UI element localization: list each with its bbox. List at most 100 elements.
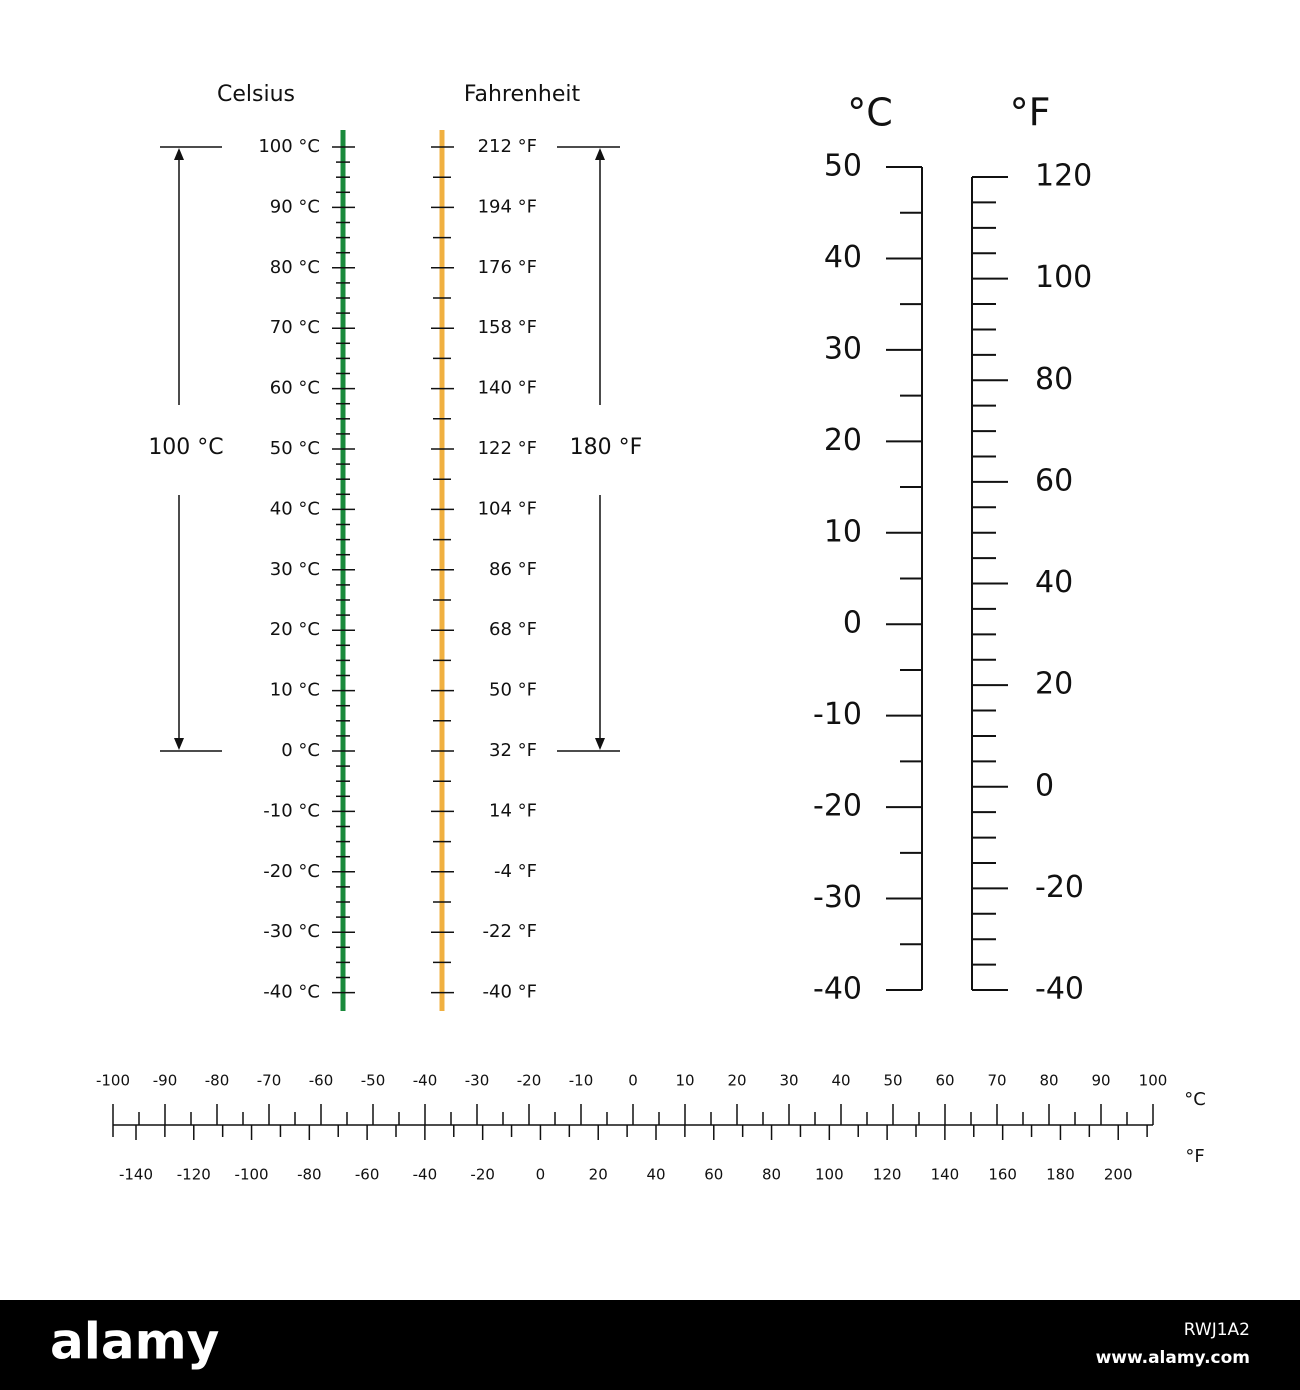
celsius-label: 80 °C [270,257,320,278]
ruler-fahrenheit-label: 80 [762,1166,781,1184]
celsius-label: 100 °C [258,136,320,157]
fahrenheit-label: -22 °F [483,921,537,942]
celsius-title: Celsius [217,82,295,107]
ruler-fahrenheit-label: -100 [235,1166,269,1184]
ruler-fahrenheit-label: 60 [704,1166,723,1184]
celsius-scale-label: 50 [824,149,862,184]
ruler-celsius-label: 90 [1091,1072,1110,1090]
ruler-fahrenheit-label: -40 [413,1166,438,1184]
celsius-span-label: 100 °C [148,435,223,460]
ruler-celsius-unit: °C [1184,1089,1206,1110]
ruler-fahrenheit-label: 40 [646,1166,665,1184]
fahrenheit-scale-label: 80 [1035,362,1073,397]
fahrenheit-label: 140 °F [478,378,537,399]
ruler-fahrenheit-label: -140 [119,1166,153,1184]
fahrenheit-label: -40 °F [483,982,537,1003]
ruler-celsius-label: 30 [779,1072,798,1090]
ruler-fahrenheit-label: -80 [297,1166,322,1184]
celsius-label: -10 °C [263,800,320,821]
ruler-fahrenheit-label: 180 [1046,1166,1075,1184]
fahrenheit-scale-label: 0 [1035,768,1054,803]
fahrenheit-label: 50 °F [489,680,537,701]
fahrenheit-scale-label: 20 [1035,667,1073,702]
ruler-celsius-label: -70 [257,1072,282,1090]
fahrenheit-label: 122 °F [478,438,537,459]
fahrenheit-label: 14 °F [489,800,537,821]
ruler-fahrenheit-label: 200 [1104,1166,1133,1184]
footer-image-id: RWJ1A2 [1184,1320,1250,1340]
ruler-fahrenheit-label: 0 [536,1166,546,1184]
ruler-fahrenheit-label: 140 [931,1166,960,1184]
celsius-scale-label: 30 [824,331,862,366]
fahrenheit-scale-label: 120 [1035,159,1092,194]
ruler-celsius-label: 100 [1139,1072,1168,1090]
fahrenheit-scale-label: 40 [1035,565,1073,600]
celsius-label: 50 °C [270,438,320,459]
ruler-celsius-label: 80 [1039,1072,1058,1090]
fahrenheit-label: 68 °F [489,619,537,640]
fahrenheit-label: 32 °F [489,740,537,761]
celsius-label: -20 °C [263,861,320,882]
ruler-celsius-label: -100 [96,1072,130,1090]
celsius-label: 0 °C [281,740,320,761]
fahrenheit-label: 158 °F [478,317,537,338]
celsius-label: 20 °C [270,619,320,640]
celsius-label: 30 °C [270,559,320,580]
celsius-scale-label: -40 [813,972,862,1007]
ruler-fahrenheit-label: -60 [355,1166,380,1184]
ruler-celsius-label: 20 [727,1072,746,1090]
celsius-label: 90 °C [270,196,320,217]
fahrenheit-label: 86 °F [489,559,537,580]
celsius-scale-label: 10 [824,514,862,549]
ruler-fahrenheit-label: -120 [177,1166,211,1184]
span-arrows [160,146,620,752]
fahrenheit-label: 104 °F [478,498,537,519]
footer-url: www.alamy.com [1096,1348,1250,1368]
celsius-scale-label: -30 [813,880,862,915]
celsius-label: 40 °C [270,498,320,519]
ruler-celsius-label: -20 [517,1072,542,1090]
ruler-fahrenheit-label: 160 [988,1166,1017,1184]
ruler-celsius-label: -50 [361,1072,386,1090]
celsius-header: °C [847,91,893,135]
fahrenheit-span-label: 180 °F [570,435,643,460]
celsius-scale-label: 0 [843,606,862,641]
ruler-fahrenheit-label: 100 [815,1166,844,1184]
footer-bar [0,1300,1300,1390]
ruler-celsius-label: -80 [205,1072,230,1090]
celsius-label: 60 °C [270,378,320,399]
ruler-celsius-label: -60 [309,1072,334,1090]
fahrenheit-label: 176 °F [478,257,537,278]
celsius-label: 70 °C [270,317,320,338]
celsius-label: -30 °C [263,921,320,942]
fahrenheit-label: 194 °F [478,196,537,217]
fahrenheit-header: °F [1010,91,1051,135]
celsius-scale-label: 40 [824,240,862,275]
fahrenheit-scale-label: -20 [1035,870,1084,905]
ruler-celsius-label: -40 [413,1072,438,1090]
ruler-celsius-label: 70 [987,1072,1006,1090]
fahrenheit-scale-label: 100 [1035,260,1092,295]
ruler-celsius-label: 50 [883,1072,902,1090]
ruler-celsius-label: -90 [153,1072,178,1090]
fahrenheit-label: 212 °F [478,136,537,157]
fahrenheit-label: -4 °F [494,861,537,882]
ruler-fahrenheit-unit: °F [1185,1146,1204,1167]
celsius-scale-label: -20 [813,789,862,824]
ruler-fahrenheit-label: -20 [470,1166,495,1184]
ruler-celsius-label: 40 [831,1072,850,1090]
ruler-celsius-label: -30 [465,1072,490,1090]
ruler-fahrenheit-label: 120 [873,1166,902,1184]
celsius-label: -40 °C [263,982,320,1003]
celsius-scale-label: 20 [824,423,862,458]
ruler-celsius-label: 0 [628,1072,638,1090]
background [0,0,1300,1300]
footer-brand: alamy [50,1313,219,1371]
fahrenheit-scale-label: 60 [1035,463,1073,498]
celsius-label: 10 °C [270,680,320,701]
fahrenheit-scale-label: -40 [1035,972,1084,1007]
fahrenheit-title: Fahrenheit [464,82,581,107]
ruler-celsius-label: 60 [935,1072,954,1090]
ruler-fahrenheit-label: 20 [589,1166,608,1184]
